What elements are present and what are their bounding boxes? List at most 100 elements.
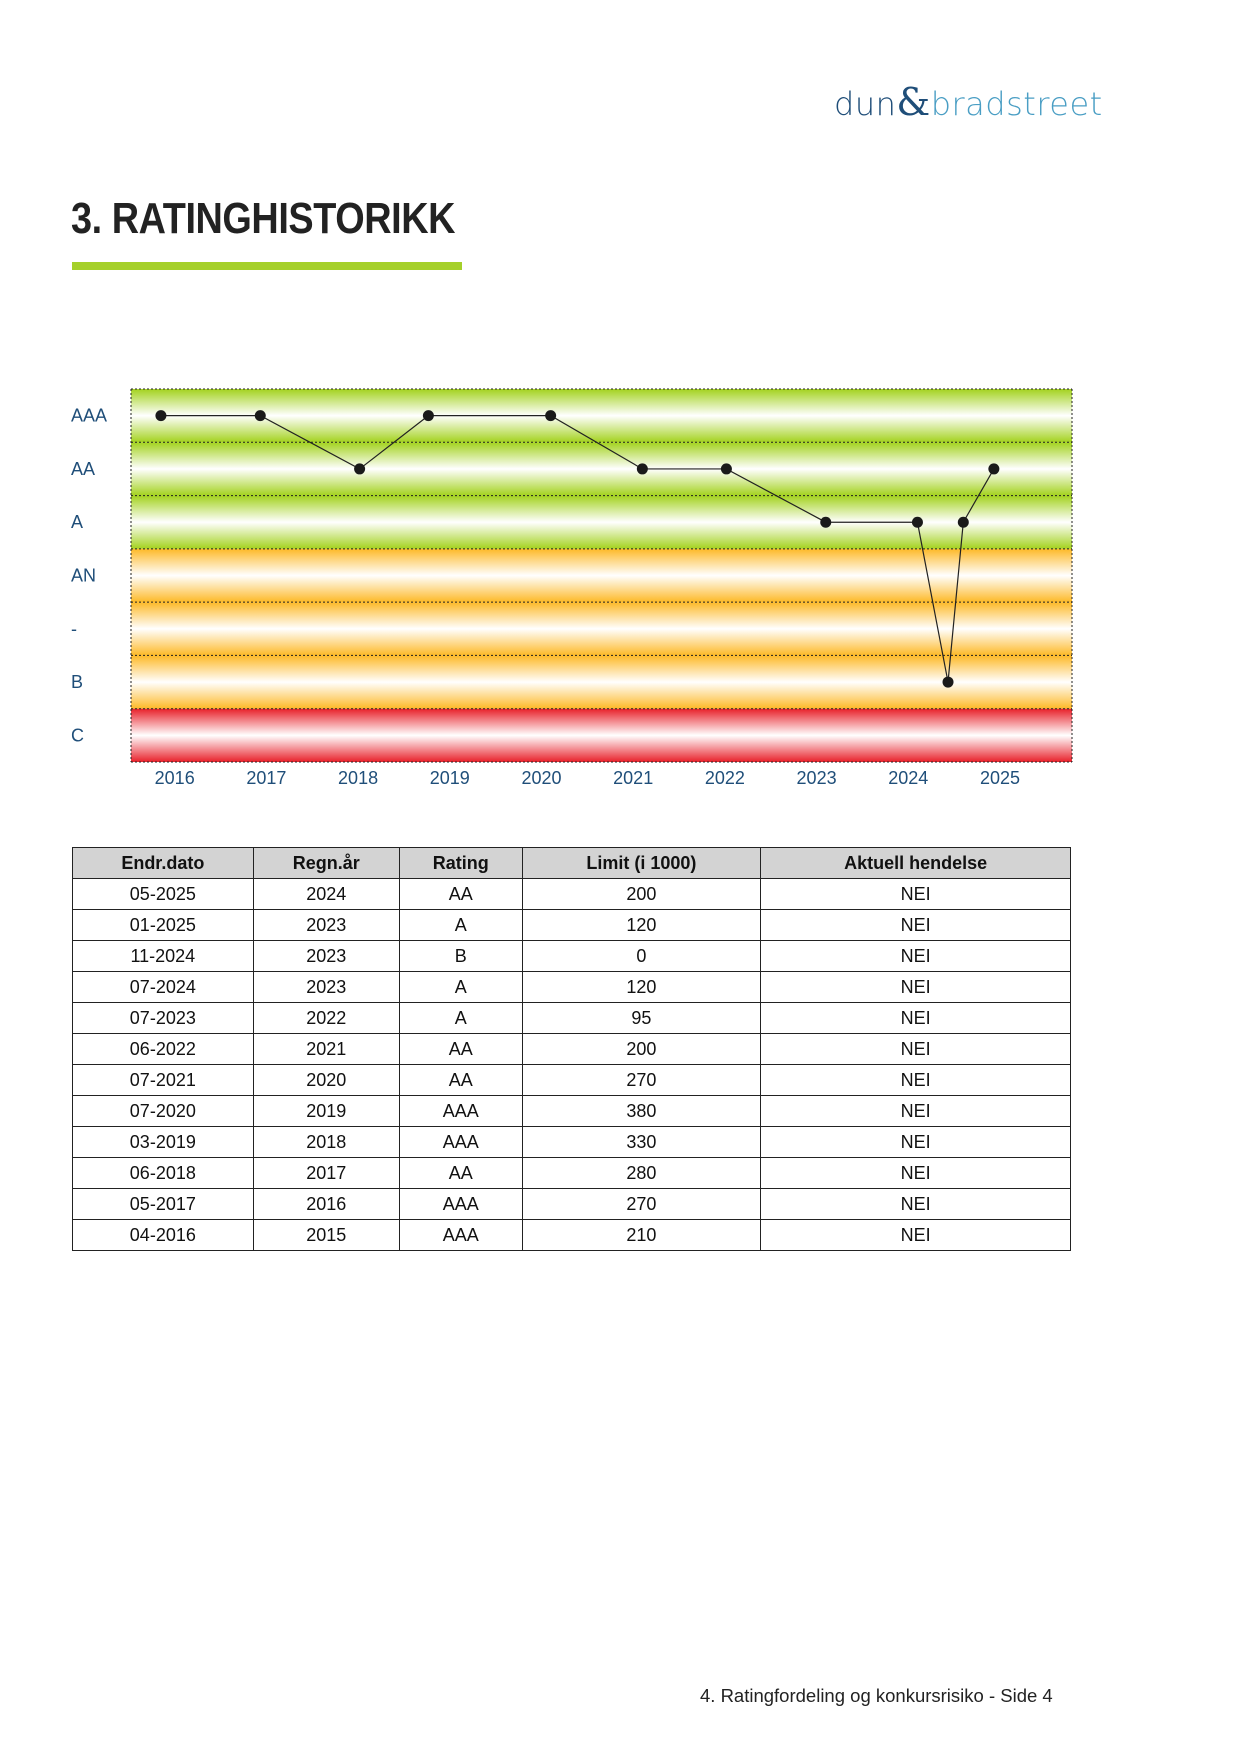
x-tick-label: 2017 bbox=[246, 768, 286, 788]
data-point bbox=[720, 463, 732, 475]
logo-text-bradstreet: bradstreet bbox=[930, 85, 1103, 123]
table-cell: 2023 bbox=[252, 971, 400, 1003]
x-tick-label: 2021 bbox=[613, 768, 653, 788]
table-cell: 330 bbox=[521, 1126, 762, 1158]
table-cell: 05-2017 bbox=[72, 1188, 254, 1220]
table-cell: 200 bbox=[521, 878, 762, 910]
x-tick-label: 2020 bbox=[521, 768, 561, 788]
data-point bbox=[636, 463, 648, 475]
table-cell: NEI bbox=[760, 1126, 1071, 1158]
table-cell: A bbox=[398, 909, 523, 941]
data-point bbox=[988, 463, 1000, 475]
y-tick-label: - bbox=[71, 619, 77, 639]
page-footer: 4. Ratingfordeling og konkursrisiko - Si… bbox=[700, 1685, 1053, 1706]
data-point bbox=[354, 463, 366, 475]
table-cell: 280 bbox=[521, 1157, 762, 1189]
table-cell: 2016 bbox=[252, 1188, 400, 1220]
table-cell: 210 bbox=[521, 1219, 762, 1251]
table-cell: NEI bbox=[760, 1188, 1071, 1220]
table-cell: NEI bbox=[760, 1157, 1071, 1189]
table-cell: AAA bbox=[398, 1095, 523, 1127]
rating-band bbox=[131, 708, 1072, 762]
table-cell: 2017 bbox=[252, 1157, 400, 1189]
logo-text-dun: dun bbox=[834, 85, 897, 123]
table-cell: 06-2022 bbox=[72, 1033, 254, 1065]
table-cell: 2024 bbox=[252, 878, 400, 910]
table-cell: AA bbox=[398, 1064, 523, 1096]
table-header-row: Endr.dato Regn.år Rating Limit (i 1000) Aktu… bbox=[72, 847, 1071, 879]
table-row: 04-2016 2015 AAA 210 NEI bbox=[72, 1219, 1071, 1251]
table-row: 03-2019 2018 AAA 330 NEI bbox=[72, 1126, 1071, 1158]
table-cell: NEI bbox=[760, 1002, 1071, 1034]
rating-band bbox=[131, 495, 1072, 549]
y-tick-label: AN bbox=[71, 566, 96, 586]
table-cell: A bbox=[398, 1002, 523, 1034]
table-cell: NEI bbox=[760, 909, 1071, 941]
table-cell: B bbox=[398, 940, 523, 972]
data-point bbox=[942, 676, 954, 688]
data-point bbox=[957, 516, 969, 528]
table-row: 06-2018 2017 AA 280 NEI bbox=[72, 1157, 1071, 1189]
table-cell: NEI bbox=[760, 878, 1071, 910]
table-cell: 2018 bbox=[252, 1126, 400, 1158]
rating-band bbox=[131, 655, 1072, 709]
x-tick-label: 2016 bbox=[155, 768, 195, 788]
table-row: 07-2024 2023 A 120 NEI bbox=[72, 971, 1071, 1003]
table-row: 11-2024 2023 B 0 NEI bbox=[72, 940, 1071, 972]
y-tick-label: C bbox=[71, 725, 84, 745]
table-cell: 2023 bbox=[252, 940, 400, 972]
table-cell: AAA bbox=[398, 1126, 523, 1158]
x-tick-label: 2023 bbox=[797, 768, 837, 788]
table-cell: 95 bbox=[521, 1002, 762, 1034]
y-tick-label: AAA bbox=[71, 406, 107, 426]
column-header: Aktuell hendelse bbox=[760, 847, 1071, 879]
table-row: 05-2025 2024 AA 200 NEI bbox=[72, 878, 1071, 910]
rating-line bbox=[160, 415, 995, 683]
table-cell: 270 bbox=[521, 1188, 762, 1220]
table-cell: A bbox=[398, 971, 523, 1003]
table-cell: NEI bbox=[760, 940, 1071, 972]
data-point bbox=[820, 516, 832, 528]
title-underline bbox=[72, 262, 462, 270]
table-cell: 380 bbox=[521, 1095, 762, 1127]
table-cell: 2015 bbox=[252, 1219, 400, 1251]
table-cell: 06-2018 bbox=[72, 1157, 254, 1189]
table-cell: 04-2016 bbox=[72, 1219, 254, 1251]
table-cell: AAA bbox=[398, 1188, 523, 1220]
table-cell: 05-2025 bbox=[72, 878, 254, 910]
table-cell: 270 bbox=[521, 1064, 762, 1096]
table-cell: 120 bbox=[521, 909, 762, 941]
x-tick-label: 2025 bbox=[980, 768, 1020, 788]
y-tick-label: AA bbox=[71, 459, 95, 479]
table-cell: 200 bbox=[521, 1033, 762, 1065]
table-row: 07-2020 2019 AAA 380 NEI bbox=[72, 1095, 1071, 1127]
table-cell: 07-2023 bbox=[72, 1002, 254, 1034]
table-cell: NEI bbox=[760, 1033, 1071, 1065]
column-header: Rating bbox=[398, 847, 523, 879]
dun-bradstreet-logo: dun&bradstreet bbox=[834, 80, 1103, 124]
table-cell: 01-2025 bbox=[72, 909, 254, 941]
table-cell: 0 bbox=[521, 940, 762, 972]
table-cell: 2023 bbox=[252, 909, 400, 941]
table-row: 07-2021 2020 AA 270 NEI bbox=[72, 1064, 1071, 1096]
table-cell: 120 bbox=[521, 971, 762, 1003]
rating-band bbox=[131, 389, 1072, 443]
table-cell: 07-2024 bbox=[72, 971, 254, 1003]
table-cell: AAA bbox=[398, 1219, 523, 1251]
rating-band bbox=[131, 548, 1072, 603]
rating-history-table: Endr.dato Regn.år Rating Limit (i 1000) Aktu… bbox=[72, 847, 1071, 1251]
column-header: Limit (i 1000) bbox=[521, 847, 762, 879]
x-tick-label: 2022 bbox=[705, 768, 745, 788]
table-cell: AA bbox=[398, 1033, 523, 1065]
table-row: 07-2023 2022 A 95 NEI bbox=[72, 1002, 1071, 1034]
table-cell: NEI bbox=[760, 1219, 1071, 1251]
column-header: Endr.dato bbox=[72, 847, 254, 879]
table-cell: 2021 bbox=[252, 1033, 400, 1065]
table-cell: 07-2021 bbox=[72, 1064, 254, 1096]
table-cell: 2020 bbox=[252, 1064, 400, 1096]
data-point bbox=[155, 410, 167, 422]
x-tick-label: 2018 bbox=[338, 768, 378, 788]
x-tick-label: 2024 bbox=[888, 768, 928, 788]
rating-band bbox=[131, 442, 1072, 496]
data-point bbox=[545, 410, 557, 422]
